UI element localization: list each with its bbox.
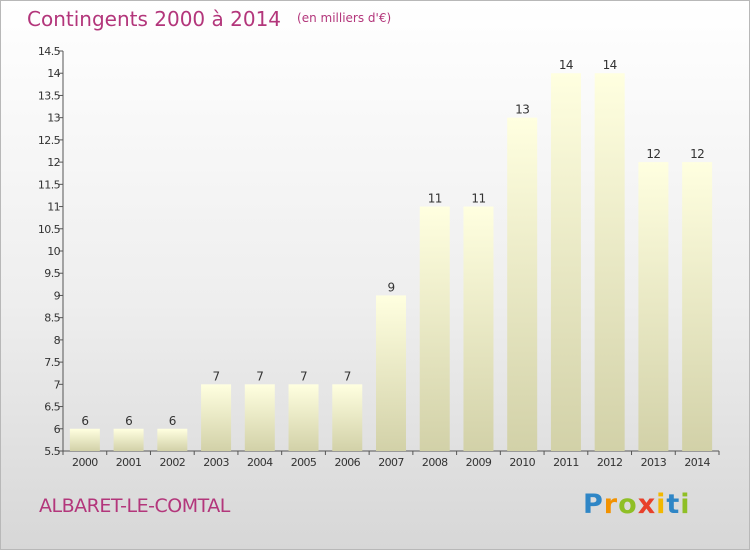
- chart-labels: 6 6 6 7 7 7 7 9 11 11 13 14 14 12 12: [81, 58, 704, 428]
- y-tick-label: 10.5: [38, 223, 61, 236]
- x-tick-label: 2006: [334, 456, 360, 469]
- data-label: 11: [428, 192, 442, 206]
- y-tick-label: 12.5: [38, 134, 61, 147]
- x-tick-label: 2014: [684, 456, 710, 469]
- bar: [638, 162, 669, 451]
- data-label: 7: [213, 369, 220, 383]
- logo-letter: o: [618, 489, 638, 520]
- data-label: 11: [471, 192, 485, 206]
- x-tick-label: 2012: [597, 456, 623, 469]
- y-tick-label: 13: [47, 112, 60, 125]
- x-tick-label: 2000: [72, 456, 98, 469]
- data-label: 7: [344, 369, 351, 383]
- bar: [201, 384, 232, 451]
- data-label: 7: [256, 369, 263, 383]
- y-tick-label: 9: [54, 289, 61, 302]
- y-tick-label: 11.5: [38, 178, 61, 191]
- x-tick-label: 2004: [247, 456, 273, 469]
- y-tick-label: 8: [54, 334, 61, 347]
- bar: [550, 73, 581, 451]
- y-tick-label: 6.5: [44, 401, 60, 414]
- logo-letter: P: [583, 489, 604, 520]
- x-tick-label: 2007: [378, 456, 404, 469]
- data-label: 7: [300, 369, 307, 383]
- data-label: 14: [559, 58, 573, 72]
- logo-letter: i: [656, 489, 667, 520]
- bar: [419, 206, 450, 451]
- data-label: 14: [603, 58, 617, 72]
- y-tick-label: 6: [54, 423, 61, 436]
- logo-letter: t: [666, 489, 681, 520]
- chart-title: Contingents 2000 à 2014 (en milliers d'€): [27, 7, 391, 31]
- data-label: 12: [690, 147, 704, 161]
- x-tick-label: 2002: [160, 456, 186, 469]
- bar: [682, 162, 713, 451]
- chart-subtitle: (en milliers d'€): [297, 11, 392, 25]
- bar: [113, 428, 144, 451]
- y-tick-label: 7.5: [44, 356, 60, 369]
- bar: [463, 206, 494, 451]
- bar: [507, 117, 538, 452]
- data-label: 13: [515, 103, 529, 117]
- x-tick-label: 2001: [116, 456, 142, 469]
- logo-letter: x: [637, 489, 657, 520]
- bar: [244, 384, 275, 451]
- y-tick-label: 5.5: [44, 445, 60, 458]
- y-tick-label: 12: [47, 156, 60, 169]
- y-tick-label: 14: [47, 67, 60, 80]
- x-tick-label: 2011: [553, 456, 579, 469]
- bar: [594, 73, 625, 451]
- data-label: 12: [646, 147, 660, 161]
- y-tick-label: 10: [47, 245, 60, 258]
- x-tick-label: 2009: [466, 456, 492, 469]
- chart-title-text: Contingents 2000 à 2014: [27, 7, 282, 31]
- logo-letter: i: [680, 489, 691, 520]
- chart-axes: 5.5 6 6.5 7 7.5 8 8.5 9 9.5 10 10.5 11 11.5 12 12.5 13 1…: [38, 45, 720, 469]
- bar: [332, 384, 363, 451]
- data-label: 9: [387, 280, 394, 294]
- logo-letter: r: [603, 489, 619, 520]
- bar: [288, 384, 319, 451]
- commune-name: ALBARET-LE-COMTAL: [39, 495, 230, 517]
- x-tick-label: 2005: [291, 456, 317, 469]
- x-tick-label: 2003: [203, 456, 229, 469]
- y-tick-label: 13.5: [38, 89, 61, 102]
- data-label: 6: [81, 414, 88, 428]
- x-tick-label: 2008: [422, 456, 448, 469]
- data-label: 6: [125, 414, 132, 428]
- y-tick-label: 7: [54, 378, 61, 391]
- bar: [376, 295, 406, 451]
- chart-bars: [69, 73, 713, 452]
- y-tick-label: 8.5: [44, 312, 60, 325]
- y-tick-label: 14.5: [38, 45, 61, 58]
- y-tick-label: 11: [47, 201, 60, 214]
- bar: [157, 428, 188, 451]
- x-tick-label: 2010: [509, 456, 535, 469]
- proxiti-logo: Proxiti: [583, 489, 691, 520]
- y-tick-label: 9.5: [44, 267, 60, 280]
- data-label: 6: [169, 414, 176, 428]
- x-tick-label: 2013: [641, 456, 667, 469]
- bar: [69, 428, 100, 451]
